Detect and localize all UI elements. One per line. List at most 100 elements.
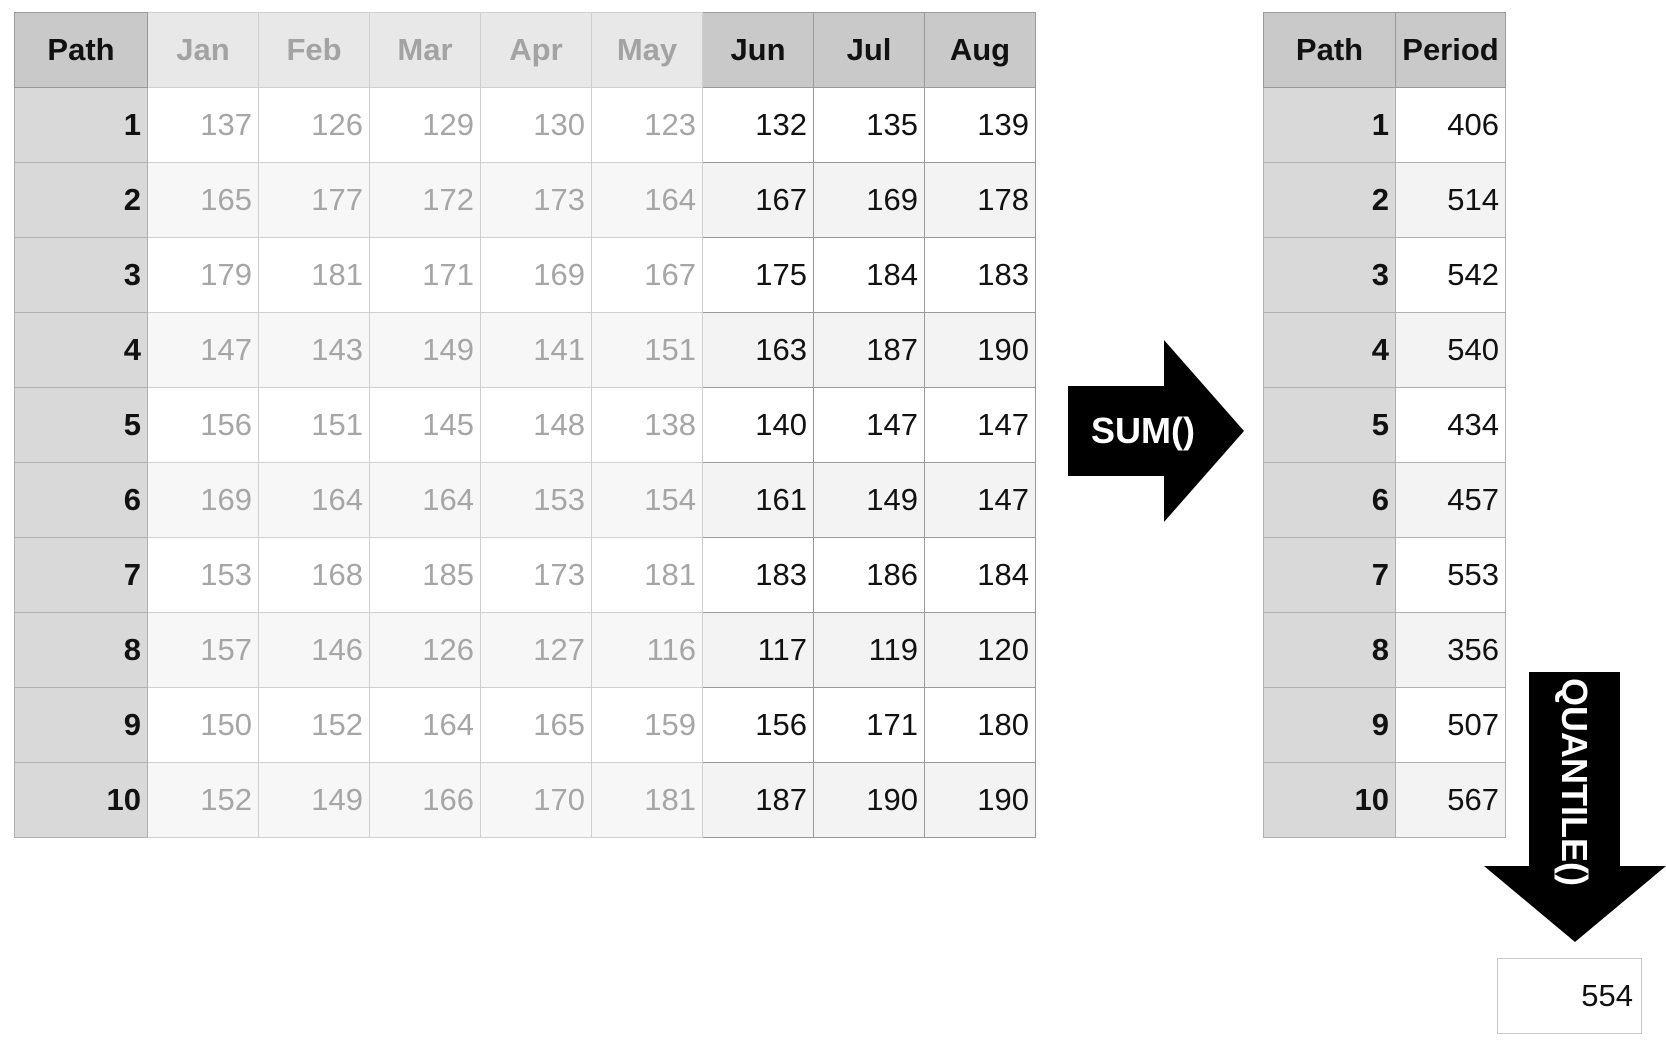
path-cell: 9 xyxy=(14,687,148,763)
value-cell-inactive: 116 xyxy=(591,612,703,688)
value-cell-active: 156 xyxy=(702,687,814,763)
path-cell: 6 xyxy=(14,462,148,538)
value-cell-inactive: 170 xyxy=(480,762,592,838)
value-cell-inactive: 177 xyxy=(258,162,370,238)
value-cell-inactive: 164 xyxy=(369,462,481,538)
value-cell-inactive: 141 xyxy=(480,312,592,388)
monthly-values-table: Path Jan Feb Mar Apr May Jun Jul Aug 1 13… xyxy=(14,12,1036,838)
path-cell: 3 xyxy=(14,237,148,313)
value-cell-active: 184 xyxy=(924,537,1036,613)
period-sum-table: Path Period 1 406 2 514 3 542 4 540 5 434 6 457 7 553… xyxy=(1263,12,1506,838)
path-cell: 5 xyxy=(14,387,148,463)
value-cell-inactive: 147 xyxy=(147,312,259,388)
value-cell-inactive: 181 xyxy=(258,237,370,313)
table-row: 5 156 151 145 148 138 140 147 147 xyxy=(14,387,1036,463)
value-cell-active: 190 xyxy=(924,762,1036,838)
path-cell: 3 xyxy=(1263,237,1396,313)
value-cell-inactive: 172 xyxy=(369,162,481,238)
value-cell-active: 190 xyxy=(924,312,1036,388)
value-cell-inactive: 126 xyxy=(369,612,481,688)
month-header-inactive: May xyxy=(591,12,703,88)
value-cell-inactive: 154 xyxy=(591,462,703,538)
value-cell-active: 187 xyxy=(702,762,814,838)
path-cell: 4 xyxy=(14,312,148,388)
value-cell-inactive: 153 xyxy=(480,462,592,538)
value-cell-inactive: 173 xyxy=(480,537,592,613)
quantile-arrow-icon: QUANTILE() xyxy=(1484,672,1666,942)
value-cell-active: 169 xyxy=(813,162,925,238)
path-cell: 7 xyxy=(1263,537,1396,613)
value-cell-active: 171 xyxy=(813,687,925,763)
period-column-header: Period xyxy=(1395,12,1506,88)
value-cell-active: 140 xyxy=(702,387,814,463)
path-cell: 10 xyxy=(1263,762,1396,838)
path-cell: 9 xyxy=(1263,687,1396,763)
value-cell-inactive: 166 xyxy=(369,762,481,838)
value-cell-inactive: 171 xyxy=(369,237,481,313)
value-cell-inactive: 150 xyxy=(147,687,259,763)
value-cell-active: 180 xyxy=(924,687,1036,763)
period-sum-cell: 567 xyxy=(1395,762,1506,838)
value-cell-inactive: 159 xyxy=(591,687,703,763)
month-header-inactive: Mar xyxy=(369,12,481,88)
table-row: 8 356 xyxy=(1263,612,1506,688)
value-cell-inactive: 167 xyxy=(591,237,703,313)
month-header-inactive: Apr xyxy=(480,12,592,88)
value-cell-inactive: 123 xyxy=(591,87,703,163)
path-column-header: Path xyxy=(14,12,148,88)
period-sum-cell: 457 xyxy=(1395,462,1506,538)
value-cell-inactive: 129 xyxy=(369,87,481,163)
value-cell-active: 183 xyxy=(702,537,814,613)
table-header-row: Path Jan Feb Mar Apr May Jun Jul Aug xyxy=(14,12,1036,88)
month-header-active: Aug xyxy=(924,12,1036,88)
table-row: 10 152 149 166 170 181 187 190 190 xyxy=(14,762,1036,838)
value-cell-active: 149 xyxy=(813,462,925,538)
value-cell-active: 187 xyxy=(813,312,925,388)
period-sum-cell: 356 xyxy=(1395,612,1506,688)
path-cell: 1 xyxy=(14,87,148,163)
value-cell-inactive: 169 xyxy=(147,462,259,538)
value-cell-inactive: 149 xyxy=(369,312,481,388)
value-cell-active: 178 xyxy=(924,162,1036,238)
value-cell-active: 183 xyxy=(924,237,1036,313)
value-cell-inactive: 185 xyxy=(369,537,481,613)
value-cell-inactive: 173 xyxy=(480,162,592,238)
value-cell-active: 184 xyxy=(813,237,925,313)
value-cell-active: 175 xyxy=(702,237,814,313)
value-cell-inactive: 181 xyxy=(591,537,703,613)
value-cell-inactive: 143 xyxy=(258,312,370,388)
value-cell-inactive: 151 xyxy=(258,387,370,463)
value-cell-inactive: 149 xyxy=(258,762,370,838)
path-cell: 7 xyxy=(14,537,148,613)
value-cell-inactive: 153 xyxy=(147,537,259,613)
table-row: 7 153 168 185 173 181 183 186 184 xyxy=(14,537,1036,613)
value-cell-active: 117 xyxy=(702,612,814,688)
value-cell-active: 163 xyxy=(702,312,814,388)
value-cell-inactive: 168 xyxy=(258,537,370,613)
value-cell-active: 147 xyxy=(924,387,1036,463)
path-cell: 2 xyxy=(14,162,148,238)
value-cell-inactive: 145 xyxy=(369,387,481,463)
table-row: 6 457 xyxy=(1263,462,1506,538)
table-row: 1 137 126 129 130 123 132 135 139 xyxy=(14,87,1036,163)
table-row: 9 507 xyxy=(1263,687,1506,763)
value-cell-active: 120 xyxy=(924,612,1036,688)
value-cell-inactive: 137 xyxy=(147,87,259,163)
period-sum-cell: 514 xyxy=(1395,162,1506,238)
value-cell-active: 167 xyxy=(702,162,814,238)
month-header-active: Jul xyxy=(813,12,925,88)
table-row: 7 553 xyxy=(1263,537,1506,613)
table-header-row: Path Period xyxy=(1263,12,1506,88)
value-cell-inactive: 164 xyxy=(591,162,703,238)
quantile-arrow-label: QUANTILE() xyxy=(1554,678,1595,886)
month-header-inactive: Jan xyxy=(147,12,259,88)
period-sum-cell: 540 xyxy=(1395,312,1506,388)
value-cell-inactive: 152 xyxy=(147,762,259,838)
value-cell-inactive: 164 xyxy=(369,687,481,763)
path-cell: 8 xyxy=(1263,612,1396,688)
value-cell-inactive: 151 xyxy=(591,312,703,388)
path-cell: 5 xyxy=(1263,387,1396,463)
table-row: 3 542 xyxy=(1263,237,1506,313)
value-cell-inactive: 164 xyxy=(258,462,370,538)
value-cell-active: 119 xyxy=(813,612,925,688)
